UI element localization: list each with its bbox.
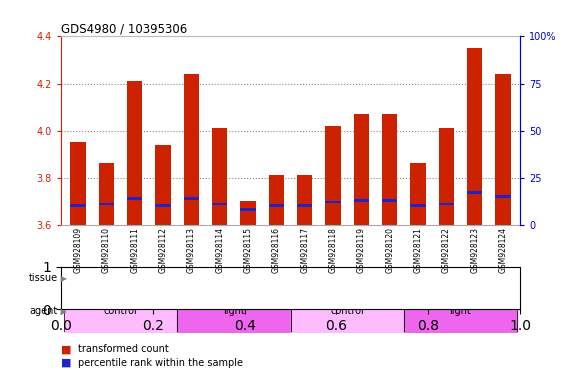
Text: ■: ■ <box>61 358 71 368</box>
Text: ▶: ▶ <box>58 274 67 283</box>
Text: GSM928117: GSM928117 <box>300 227 309 273</box>
Text: ■: ■ <box>61 344 71 354</box>
Bar <box>99 164 114 225</box>
Text: GSM928122: GSM928122 <box>442 227 451 273</box>
Text: agent: agent <box>30 306 58 316</box>
Text: tissue: tissue <box>29 273 58 283</box>
Bar <box>297 204 313 207</box>
Text: GSM928112: GSM928112 <box>159 227 167 273</box>
Text: GSM928109: GSM928109 <box>74 227 83 273</box>
Bar <box>155 145 171 225</box>
Bar <box>127 81 142 225</box>
Text: retinal pigment epithelium: retinal pigment epithelium <box>339 273 469 283</box>
Text: GDS4980 / 10395306: GDS4980 / 10395306 <box>61 22 187 35</box>
Bar <box>212 202 227 205</box>
Text: GSM928120: GSM928120 <box>385 227 394 273</box>
Bar <box>184 197 199 200</box>
Bar <box>354 199 369 202</box>
Bar <box>439 128 454 225</box>
Text: GSM928118: GSM928118 <box>328 227 338 273</box>
Bar <box>495 195 511 198</box>
Text: control: control <box>330 306 364 316</box>
Text: GSM928119: GSM928119 <box>357 227 366 273</box>
Text: GSM928115: GSM928115 <box>243 227 253 273</box>
Bar <box>99 202 114 205</box>
Bar <box>495 74 511 225</box>
Bar <box>382 199 397 202</box>
Bar <box>410 164 426 225</box>
Text: GSM928111: GSM928111 <box>130 227 139 273</box>
Bar <box>240 208 256 211</box>
Text: neurosensory retina: neurosensory retina <box>128 273 226 283</box>
Text: ▶: ▶ <box>58 306 67 316</box>
Bar <box>467 48 482 225</box>
Bar <box>70 204 86 207</box>
Bar <box>268 204 284 207</box>
Bar <box>439 202 454 205</box>
Bar <box>268 175 284 225</box>
Text: control: control <box>103 306 137 316</box>
Bar <box>382 114 397 225</box>
Text: GSM928114: GSM928114 <box>215 227 224 273</box>
Bar <box>325 126 341 225</box>
Bar <box>240 201 256 225</box>
Bar <box>70 142 86 225</box>
Bar <box>155 204 171 207</box>
Text: GSM928123: GSM928123 <box>470 227 479 273</box>
Bar <box>410 204 426 207</box>
Text: GSM928121: GSM928121 <box>414 227 422 273</box>
Text: GSM928124: GSM928124 <box>498 227 507 273</box>
Bar <box>467 191 482 194</box>
Text: light: light <box>223 306 245 316</box>
Text: GSM928113: GSM928113 <box>187 227 196 273</box>
Text: transformed count: transformed count <box>78 344 169 354</box>
Text: light: light <box>450 306 471 316</box>
Text: percentile rank within the sample: percentile rank within the sample <box>78 358 243 368</box>
Bar <box>184 74 199 225</box>
Bar <box>212 128 227 225</box>
Bar <box>127 197 142 200</box>
Bar <box>354 114 369 225</box>
Text: GSM928110: GSM928110 <box>102 227 111 273</box>
Bar <box>297 175 313 225</box>
Bar <box>325 201 341 204</box>
Text: GSM928116: GSM928116 <box>272 227 281 273</box>
